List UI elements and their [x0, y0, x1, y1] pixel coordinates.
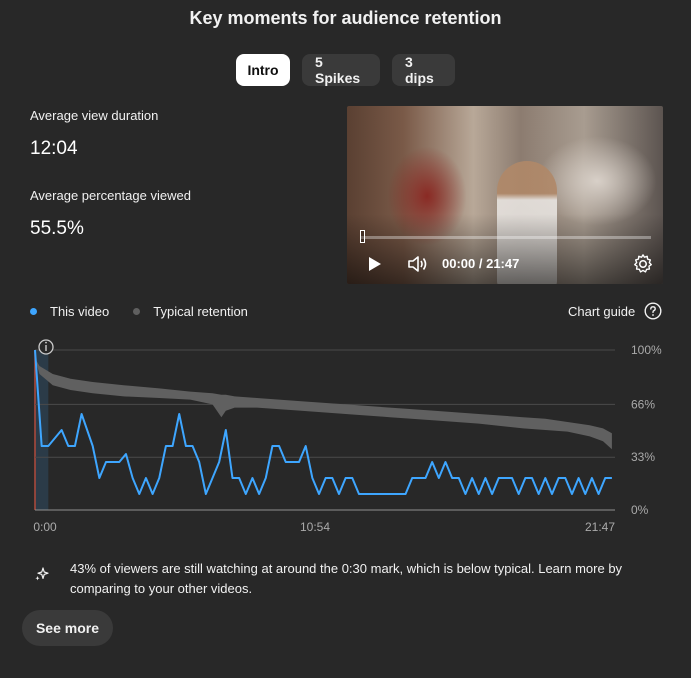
video-time: 00:00 / 21:47	[442, 256, 520, 271]
avg-percentage-viewed-label: Average percentage viewed	[30, 188, 191, 203]
chart-legend: This video Typical retention	[30, 304, 248, 319]
x-tick-label: 10:54	[300, 520, 330, 534]
y-tick-label: 66%	[631, 397, 655, 411]
play-icon[interactable]	[369, 257, 381, 271]
legend-label-typical: Typical retention	[153, 304, 248, 319]
insight-text: 43% of viewers are still watching at aro…	[70, 561, 623, 596]
retention-chart: 100% 66% 33% 0% 0:00 10:54 21:47	[33, 339, 662, 534]
gear-icon[interactable]	[632, 253, 654, 275]
video-frame-blur	[537, 136, 657, 226]
chart-guide-link[interactable]: Chart guide	[568, 304, 636, 319]
tab-dips[interactable]: 3 dips	[392, 54, 455, 86]
avg-view-duration-label: Average view duration	[30, 108, 159, 123]
video-progress-bar[interactable]	[361, 236, 651, 239]
typical-retention-band	[35, 358, 612, 450]
help-icon[interactable]	[644, 302, 662, 320]
see-more-button[interactable]: See more	[22, 610, 113, 646]
y-tick-label: 0%	[631, 503, 649, 517]
video-player[interactable]: 00:00 / 21:47	[347, 106, 663, 284]
video-scrubber-handle[interactable]	[360, 230, 365, 243]
player-controls-shade	[347, 214, 663, 284]
info-icon	[45, 341, 47, 344]
x-tick-label: 21:47	[585, 520, 615, 534]
legend-dot-typical	[133, 308, 141, 315]
page-title: Key moments for audience retention	[189, 8, 502, 28]
this-video-retention-line	[34, 349, 612, 495]
avg-percentage-viewed-value: 55.5%	[30, 218, 84, 239]
avg-view-duration-value: 12:04	[30, 138, 78, 159]
tab-spikes[interactable]: 5 Spikes	[302, 54, 380, 86]
legend-dot-this-video	[30, 308, 37, 315]
key-moment-tabs: Intro 5 Spikes 3 dips	[0, 54, 691, 86]
legend-label-this-video: This video	[50, 304, 110, 319]
volume-icon[interactable]	[407, 254, 429, 274]
y-tick-label: 100%	[631, 343, 662, 357]
y-tick-label: 33%	[631, 450, 655, 464]
tab-intro[interactable]: Intro	[236, 54, 290, 86]
x-tick-label: 0:00	[33, 520, 57, 534]
sparkle-icon	[35, 567, 49, 581]
